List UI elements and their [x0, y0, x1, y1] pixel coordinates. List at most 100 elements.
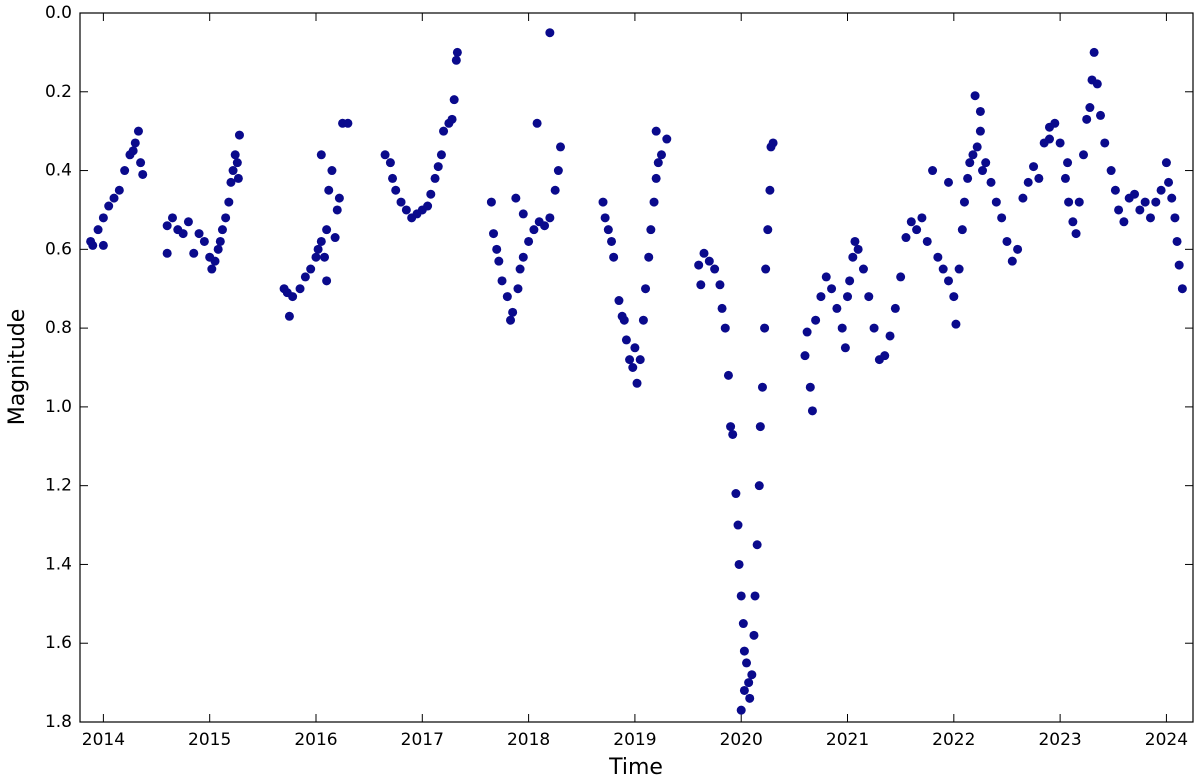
data-point: [114, 185, 124, 195]
x-tick-label: 2017: [401, 730, 444, 750]
data-point: [284, 311, 294, 321]
data-point: [1135, 205, 1145, 215]
data-point: [742, 658, 752, 668]
data-point: [313, 244, 323, 254]
data-point: [957, 225, 967, 235]
y-tick-label: 0.2: [45, 82, 72, 102]
y-tick-label: 0.8: [45, 318, 72, 338]
data-point: [550, 185, 560, 195]
data-point: [332, 205, 342, 215]
data-point: [88, 240, 98, 250]
data-point: [489, 229, 499, 239]
data-point: [401, 205, 411, 215]
data-point: [981, 158, 991, 168]
data-point: [1085, 103, 1095, 113]
data-point: [649, 197, 659, 207]
data-point: [754, 481, 764, 491]
data-point: [938, 264, 948, 274]
data-point: [734, 559, 744, 569]
data-point: [890, 303, 900, 313]
data-point: [901, 233, 911, 243]
data-point: [603, 225, 613, 235]
data-point: [1007, 256, 1017, 266]
data-point: [555, 142, 565, 152]
data-point: [327, 166, 337, 176]
data-point: [316, 236, 326, 246]
data-point: [738, 619, 748, 629]
data-point: [1044, 134, 1054, 144]
x-tick-label: 2014: [82, 730, 125, 750]
data-point: [858, 264, 868, 274]
data-point: [385, 158, 395, 168]
data-point: [917, 213, 927, 223]
x-tick-label: 2021: [826, 730, 869, 750]
data-point: [529, 225, 539, 235]
data-point: [840, 343, 850, 353]
data-point: [288, 292, 298, 302]
data-point: [162, 248, 172, 258]
data-point: [848, 252, 858, 262]
data-point: [506, 315, 516, 325]
data-point: [199, 236, 209, 246]
data-point: [232, 158, 242, 168]
data-point: [1071, 229, 1081, 239]
data-point: [324, 185, 334, 195]
data-point: [210, 256, 220, 266]
data-point: [423, 201, 433, 211]
data-point: [1100, 138, 1110, 148]
data-point: [704, 256, 714, 266]
y-tick-label: 1.2: [45, 476, 72, 496]
data-point: [728, 429, 738, 439]
data-point: [511, 193, 521, 203]
data-point: [524, 236, 534, 246]
data-point: [607, 236, 617, 246]
data-point: [726, 422, 736, 432]
data-point: [513, 284, 523, 294]
data-point: [133, 126, 143, 136]
data-point: [306, 264, 316, 274]
data-point: [598, 197, 608, 207]
data-point: [221, 213, 231, 223]
data-point: [641, 284, 651, 294]
data-point: [644, 252, 654, 262]
data-point: [213, 244, 223, 254]
data-point: [194, 229, 204, 239]
data-point: [609, 252, 619, 262]
y-tick-label: 0.6: [45, 239, 72, 259]
data-point: [972, 142, 982, 152]
data-point: [295, 284, 305, 294]
data-point: [451, 55, 461, 65]
x-tick-label: 2019: [613, 730, 656, 750]
data-point: [739, 646, 749, 656]
data-point: [827, 284, 837, 294]
data-point: [1060, 173, 1070, 183]
data-point: [821, 272, 831, 282]
x-tick-label: 2024: [1145, 730, 1188, 750]
data-point: [720, 323, 730, 333]
data-point: [723, 370, 733, 380]
data-point: [311, 252, 321, 262]
data-point: [638, 315, 648, 325]
data-point: [545, 28, 555, 38]
data-point: [138, 169, 148, 179]
y-tick-label: 1.4: [45, 554, 72, 574]
data-point: [832, 303, 842, 313]
data-point: [330, 233, 340, 243]
x-tick-label: 2018: [507, 730, 550, 750]
data-point: [439, 126, 449, 136]
data-point: [492, 244, 502, 254]
data-point: [885, 331, 895, 341]
data-point: [816, 292, 826, 302]
data-point: [228, 166, 238, 176]
data-point: [508, 307, 518, 317]
data-point: [215, 236, 225, 246]
data-point: [1023, 177, 1033, 187]
data-point: [837, 323, 847, 333]
data-point: [447, 114, 457, 124]
data-point: [322, 276, 332, 286]
data-point: [300, 272, 310, 282]
data-point: [928, 166, 938, 176]
data-point: [696, 280, 706, 290]
data-point: [933, 252, 943, 262]
data-point: [224, 197, 234, 207]
